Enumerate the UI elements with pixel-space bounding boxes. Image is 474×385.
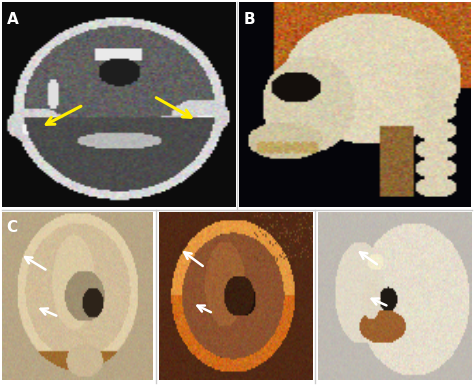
Text: C: C <box>7 220 18 235</box>
Text: A: A <box>7 12 18 27</box>
Text: B: B <box>244 12 255 27</box>
